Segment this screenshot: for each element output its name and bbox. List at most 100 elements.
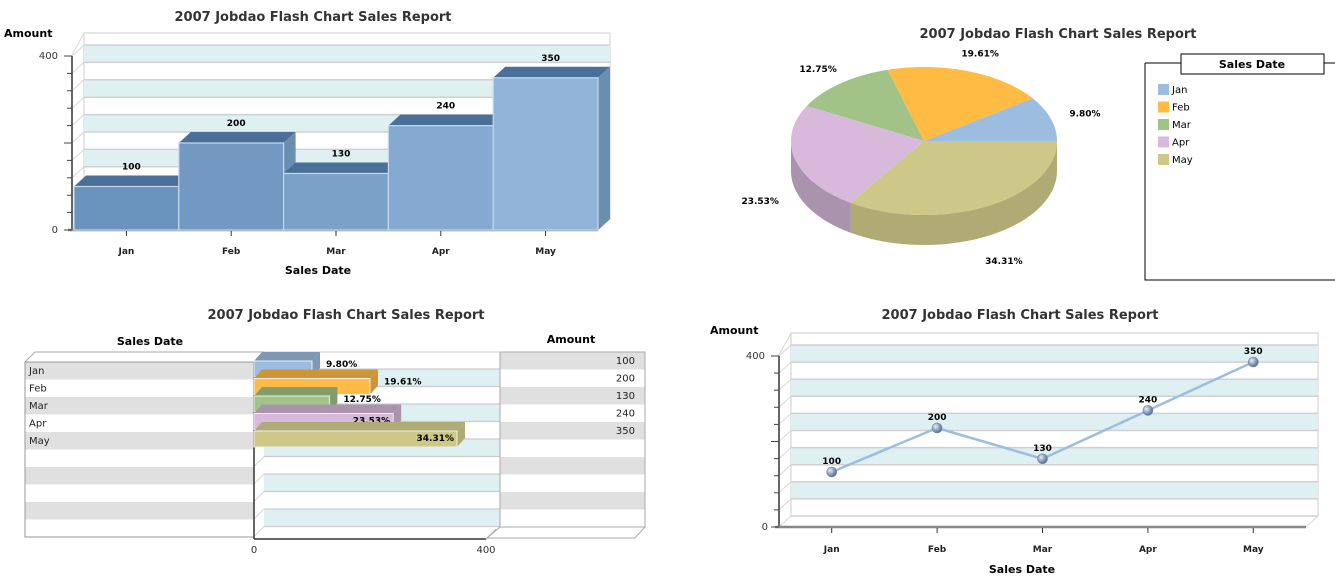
bar-side-face (457, 422, 465, 447)
grid-diagonal (253, 526, 265, 537)
pie-chart-percent-labels: 9.80% 19.61% 12.75% 23.53% 34.31% (741, 49, 1100, 266)
x-tick-label: Jan (117, 247, 134, 257)
table-row (500, 369, 645, 387)
bar-top-face (254, 369, 378, 379)
line-marker-feb (931, 422, 943, 434)
bar-percent-label: 34.31% (417, 434, 455, 444)
table-bottom-face (485, 526, 647, 539)
bar-top-face (388, 114, 506, 126)
grid-diagonal (71, 114, 85, 126)
pie-slice-feb (887, 67, 1033, 141)
bar-chart: 2007 Jobdao Flash Chart Sales Report Amo… (4, 10, 611, 277)
grid-diagonal (778, 430, 792, 442)
grid-diagonal (253, 508, 265, 520)
grid-diagonal (71, 79, 85, 92)
table-row (25, 362, 254, 380)
table-row (25, 379, 254, 397)
grid-diagonal (778, 481, 792, 494)
table-row (500, 457, 645, 475)
bar-front-face (178, 142, 285, 231)
x-tick-label: Feb (222, 247, 241, 257)
table-row (500, 422, 645, 440)
pie-slice-mar (806, 69, 924, 141)
pie-percent-label: 9.80% (1069, 110, 1100, 120)
line-chart-y-tick-min: 0 (762, 522, 768, 533)
line-chart-x-tick-labels: Jan Feb Mar Apr May (823, 528, 1264, 555)
hbar-x-tick-max: 400 (476, 545, 495, 556)
grid-band (791, 481, 1318, 499)
x-tick-label: Jan (823, 545, 840, 555)
legend-item-apr: Apr (1158, 136, 1190, 149)
table-cell-amount: 100 (616, 356, 635, 367)
bar-side-face (598, 66, 610, 230)
grid-band (84, 45, 610, 63)
hbar-left-column-header: Sales Date (117, 335, 183, 348)
grid-band (791, 413, 1318, 431)
table-cell-category: Feb (29, 384, 47, 395)
line-chart-title: 2007 Jobdao Flash Chart Sales Report (881, 308, 1158, 323)
grid-diagonal (71, 32, 85, 56)
pie-chart: 2007 Jobdao Flash Chart Sales Report 9.8… (741, 27, 1335, 281)
line-chart-y-axis-title: Amount (710, 324, 758, 337)
line-data-label: 350 (1244, 347, 1263, 357)
pie-slice-may (850, 141, 1057, 215)
pie-chart-legend: Sales Date Jan Feb Mar Apr May (1144, 53, 1335, 281)
bar-percent-label: 12.75% (343, 395, 381, 405)
bar-top-face (493, 66, 610, 78)
bar-data-label: 200 (227, 119, 246, 129)
table-cell-category: Jan (28, 366, 44, 377)
table-row (25, 467, 254, 485)
legend-swatch (1158, 154, 1169, 165)
legend-title: Sales Date (1219, 58, 1285, 71)
grid-diagonal (778, 344, 792, 357)
bar-chart-y-tick-min: 0 (52, 225, 58, 236)
table-cell-amount: 350 (616, 426, 635, 437)
line-chart-y-tick-max: 400 (746, 351, 765, 362)
x-tick-label: May (535, 247, 556, 257)
line-data-label: 100 (822, 457, 841, 467)
legend-label: May (1172, 155, 1193, 166)
bar-front-face (253, 430, 458, 448)
table-row (500, 404, 645, 422)
grid-diagonal (71, 62, 85, 74)
line-chart-x-axis-title: Sales Date (989, 563, 1055, 576)
table-cell-amount: 130 (616, 391, 635, 402)
line-chart-axes (771, 355, 1306, 529)
table-row (500, 352, 645, 370)
legend-item-jan: Jan (1158, 84, 1187, 96)
x-tick-label: Feb (928, 545, 947, 555)
table-cell-category: Mar (29, 401, 49, 412)
legend-swatch (1158, 136, 1169, 148)
legend-item-mar: Mar (1158, 119, 1192, 131)
bar-chart-title: 2007 Jobdao Flash Chart Sales Report (174, 10, 451, 25)
table-cell-category: May (29, 436, 50, 447)
grid-diagonal (778, 498, 792, 511)
table-row (500, 509, 645, 527)
grid-band (264, 509, 500, 527)
bar-percent-label: 9.80% (326, 360, 357, 370)
legend-item-feb: Feb (1158, 101, 1190, 114)
bar-apr: 240 (387, 102, 506, 231)
grid-diagonal (778, 413, 792, 425)
pie-slice-jan (924, 98, 1057, 141)
pie-percent-label: 34.31% (985, 257, 1023, 267)
grid-band (791, 447, 1318, 465)
bar-chart-y-axis-title: Amount (4, 27, 52, 40)
hbar-x-tick-min: 0 (251, 545, 257, 556)
bar-front-face (73, 185, 180, 231)
bar-chart-bars: 100 200 130 240 350 (73, 54, 610, 231)
grid-band (84, 79, 610, 98)
bar-top-face (254, 404, 402, 414)
bar-top-face (254, 352, 320, 361)
bar-may: 350 (492, 54, 610, 231)
table-cell-amount: 240 (616, 409, 635, 420)
table-row (500, 492, 645, 510)
x-tick-label: May (1243, 545, 1264, 555)
table-row (25, 432, 254, 450)
bar-top-face (254, 422, 465, 431)
grid-diagonal (778, 515, 792, 528)
grid-diagonal (71, 149, 85, 161)
line-chart-series: 100 200 130 240 350 (822, 347, 1263, 478)
hbar-amount-table: 100 200 130 240 350 (485, 351, 647, 539)
